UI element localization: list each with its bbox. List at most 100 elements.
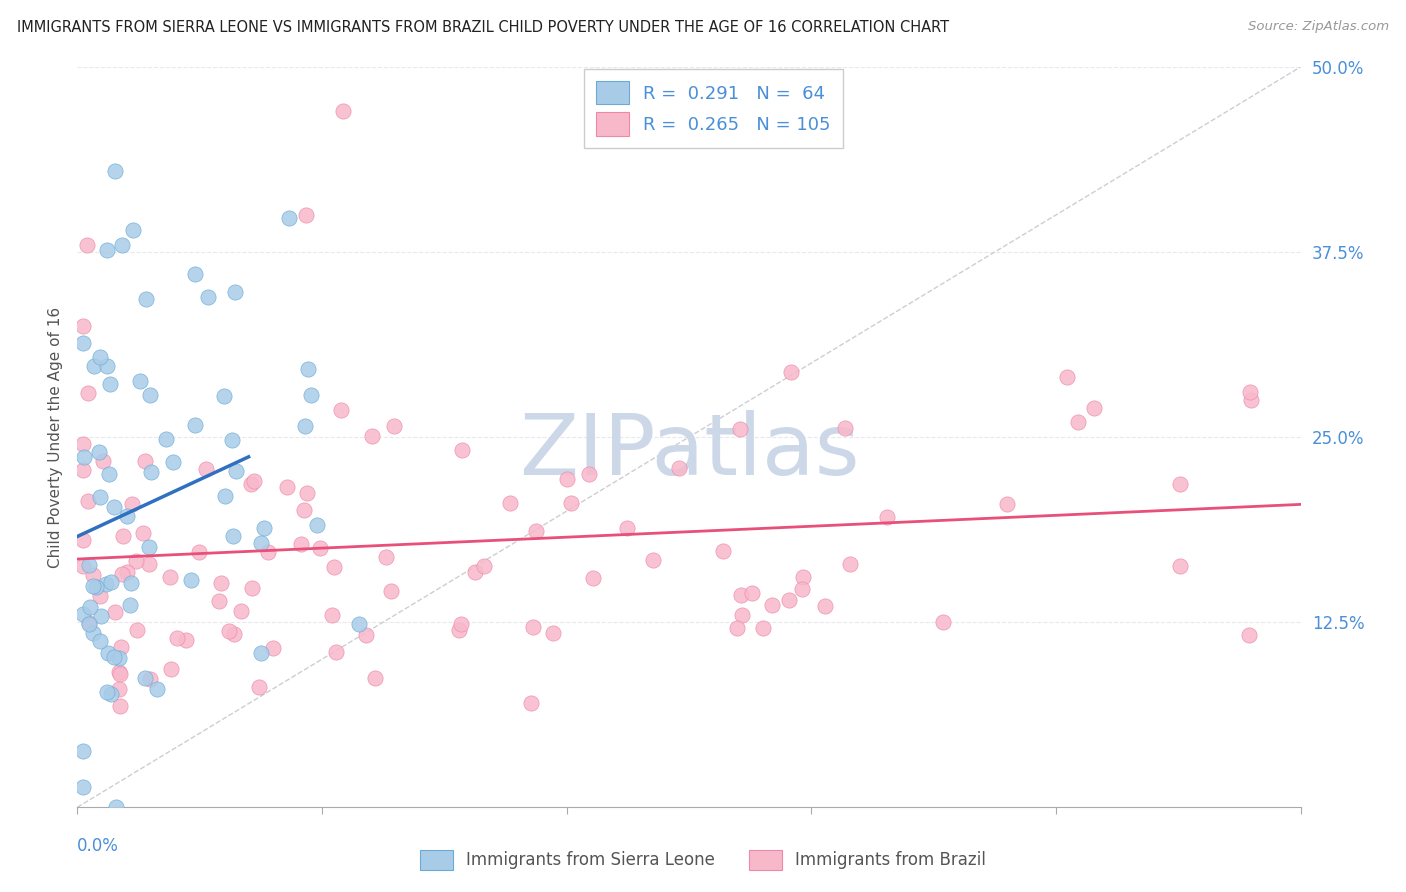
Point — [322, 560, 344, 574]
Point — [792, 570, 814, 584]
Point — [1168, 558, 1191, 573]
Point — [108, 651, 131, 665]
Point — [1237, 628, 1260, 642]
Point — [89, 351, 111, 365]
Point — [108, 681, 131, 696]
Point — [125, 554, 148, 568]
Point — [294, 418, 316, 433]
Point — [180, 574, 202, 588]
Text: 0.0%: 0.0% — [77, 837, 120, 855]
Legend: R =  0.291   N =  64, R =  0.265   N = 105: R = 0.291 N = 64, R = 0.265 N = 105 — [583, 69, 844, 148]
Point — [472, 558, 495, 573]
Point — [208, 594, 231, 608]
Point — [104, 605, 127, 619]
Point — [94, 577, 117, 591]
Point — [139, 672, 162, 686]
Point — [72, 558, 94, 573]
Point — [72, 436, 94, 450]
Point — [212, 389, 235, 403]
Point — [449, 623, 471, 637]
Point — [932, 615, 955, 630]
Point — [243, 475, 266, 489]
Point — [250, 646, 273, 660]
Point — [79, 615, 101, 630]
Text: Source: ZipAtlas.com: Source: ZipAtlas.com — [1249, 20, 1389, 33]
Point — [560, 496, 582, 510]
Point — [209, 575, 232, 590]
Point — [364, 671, 387, 685]
Point — [240, 581, 263, 595]
Point — [100, 574, 122, 589]
Point — [104, 163, 127, 178]
Point — [876, 510, 898, 524]
Point — [292, 503, 315, 517]
Point — [96, 685, 118, 699]
Point — [332, 104, 354, 119]
Point — [87, 445, 110, 459]
Point — [294, 208, 316, 222]
Point — [100, 687, 122, 701]
Point — [162, 455, 184, 469]
Point — [297, 362, 319, 376]
Point — [146, 681, 169, 696]
Point — [582, 571, 605, 585]
Point — [98, 377, 121, 392]
Point — [89, 590, 111, 604]
Point — [103, 650, 125, 665]
Point — [138, 558, 160, 572]
Point — [97, 646, 120, 660]
Point — [139, 388, 162, 402]
Point — [127, 623, 149, 637]
Y-axis label: Child Poverty Under the Age of 16: Child Poverty Under the Age of 16 — [48, 307, 63, 567]
Point — [224, 285, 246, 299]
Point — [262, 640, 284, 655]
Point — [214, 490, 236, 504]
Point — [240, 476, 263, 491]
Point — [278, 211, 301, 225]
Point — [160, 662, 183, 676]
Text: ZIPatlas: ZIPatlas — [519, 410, 859, 493]
Point — [725, 621, 748, 635]
Point — [578, 467, 600, 482]
Point — [1240, 393, 1263, 408]
Point — [380, 584, 402, 599]
Point — [225, 464, 247, 478]
Legend: Immigrants from Sierra Leone, Immigrants from Brazil: Immigrants from Sierra Leone, Immigrants… — [413, 843, 993, 877]
Point — [276, 479, 298, 493]
Point — [711, 544, 734, 558]
Point — [450, 443, 472, 458]
Point — [347, 616, 370, 631]
Point — [84, 581, 107, 595]
Point — [122, 223, 145, 237]
Point — [72, 318, 94, 333]
Point — [72, 533, 94, 547]
Point — [197, 289, 219, 303]
Point — [90, 609, 112, 624]
Point — [134, 671, 156, 685]
Point — [730, 588, 752, 602]
Point — [131, 525, 153, 540]
Point — [159, 570, 181, 584]
Text: IMMIGRANTS FROM SIERRA LEONE VS IMMIGRANTS FROM BRAZIL CHILD POVERTY UNDER THE A: IMMIGRANTS FROM SIERRA LEONE VS IMMIGRAN… — [17, 20, 949, 35]
Point — [72, 336, 94, 351]
Point — [325, 645, 347, 659]
Point — [354, 628, 377, 642]
Point — [184, 267, 207, 281]
Point — [138, 540, 160, 554]
Point — [731, 607, 754, 622]
Point — [247, 680, 270, 694]
Point — [1168, 476, 1191, 491]
Point — [995, 497, 1018, 511]
Point — [761, 598, 783, 612]
Point — [256, 545, 278, 559]
Point — [450, 617, 472, 632]
Point — [121, 497, 143, 511]
Point — [329, 403, 352, 417]
Point — [82, 567, 104, 582]
Point — [1239, 384, 1261, 399]
Point — [76, 237, 98, 252]
Point — [76, 385, 98, 400]
Point — [72, 463, 94, 477]
Point — [229, 604, 252, 618]
Point — [77, 558, 100, 573]
